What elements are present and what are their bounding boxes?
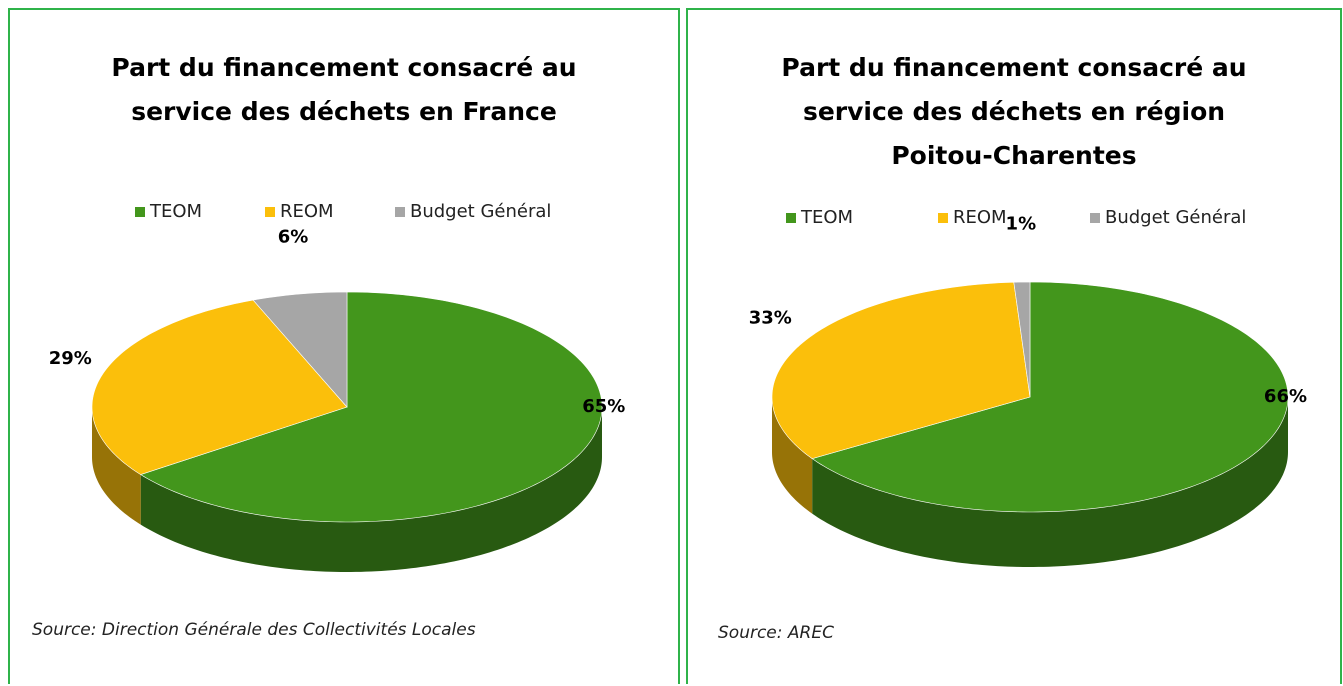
chart-title: Part du financement consacré au service …: [111, 53, 577, 126]
legend-label: REOM: [953, 207, 1007, 228]
chart: TEOM REOM Budget Général 65% 29% 6% Source: Di…: [32, 201, 625, 640]
pie-slice: [252, 291, 348, 408]
legend-swatch: [135, 207, 145, 217]
pie-slice: [771, 281, 1031, 459]
legend-label: TEOM: [149, 201, 202, 222]
legend-label: TEOM: [800, 207, 853, 228]
data-label: 66%: [1264, 386, 1307, 407]
pie-slice: [139, 291, 603, 523]
legend-label: REOM: [280, 201, 334, 222]
legend-label: Budget Général: [1105, 207, 1246, 228]
data-label: 6%: [278, 227, 309, 248]
chart: TEOM REOM Budget Général 66% 33% 1% Source: AR…: [718, 207, 1307, 643]
chart-title: Part du financement consacré au service …: [781, 53, 1247, 170]
chart-panel: Part du financement consacré au service …: [686, 8, 1342, 684]
pie-side: [772, 397, 813, 514]
pie-slice: [1013, 281, 1031, 398]
data-label: 65%: [582, 396, 625, 417]
source-note: Source: Direction Générale des Collectiv…: [32, 620, 476, 640]
legend-swatch: [938, 213, 948, 223]
data-label: 1%: [1006, 214, 1037, 235]
data-label: 29%: [49, 348, 92, 369]
legend-swatch: [1090, 213, 1100, 223]
chart-panel: Part du financement consacré au service …: [8, 8, 680, 684]
pie-side: [140, 407, 602, 572]
legend-swatch: [786, 213, 796, 223]
source-note: Source: AREC: [718, 623, 834, 643]
legend-swatch: [395, 207, 405, 217]
legend-label: Budget Général: [410, 201, 551, 222]
pie-side: [92, 407, 141, 525]
data-label: 33%: [749, 308, 792, 329]
pie-slice: [811, 281, 1289, 513]
pie-slice: [91, 299, 348, 475]
legend-swatch: [265, 207, 275, 217]
pie-side: [812, 397, 1288, 567]
